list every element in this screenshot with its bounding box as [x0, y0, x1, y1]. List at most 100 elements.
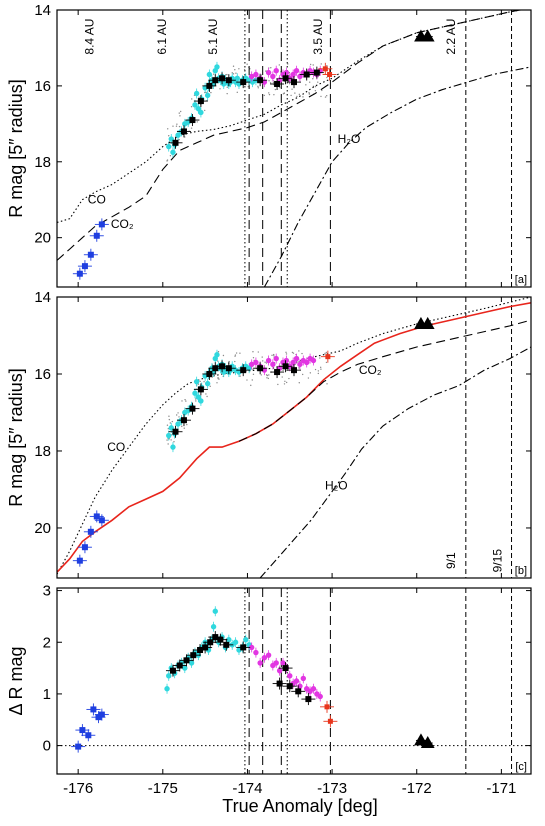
- background-point: [283, 383, 286, 385]
- background-point: [226, 73, 228, 76]
- background-point: [308, 93, 311, 95]
- background-point: [239, 352, 241, 354]
- data-point: [166, 673, 172, 679]
- background-point: [235, 72, 237, 74]
- background-point: [179, 110, 182, 113]
- background-point: [176, 123, 178, 125]
- background-point: [271, 354, 273, 357]
- background-point: [243, 68, 246, 71]
- panel-2: 0 1 2 3 Δ R mag [c]: [6, 583, 532, 775]
- background-point: [272, 81, 275, 84]
- data-point: [265, 357, 272, 364]
- y-tick-label: 16: [34, 366, 51, 383]
- annotation: H₂O: [325, 478, 348, 492]
- y-axis-title: R mag [5″ radius]: [6, 79, 26, 217]
- data-point: [240, 367, 247, 374]
- background-point: [231, 72, 233, 74]
- data-point: [188, 660, 195, 666]
- annotation: 5.1 AU: [206, 19, 220, 55]
- background-point: [190, 127, 193, 129]
- background-point: [257, 351, 260, 353]
- data-point: [76, 557, 83, 564]
- background-point: [181, 425, 183, 428]
- background-point: [298, 93, 301, 96]
- data-point: [276, 680, 283, 687]
- series-black: [168, 360, 301, 438]
- data-point: [283, 69, 290, 76]
- background-point: [217, 377, 219, 380]
- data-point: [300, 675, 307, 682]
- background-point: [232, 65, 235, 67]
- panel-tag: [c]: [515, 761, 527, 773]
- x-axis-title: True Anomaly [deg]: [222, 796, 377, 816]
- data-point: [93, 513, 100, 520]
- data-point: [169, 667, 176, 674]
- data-point: [248, 361, 255, 368]
- background-point: [294, 92, 296, 94]
- panel-tag: [b]: [515, 565, 527, 577]
- plot-frame: [56, 587, 532, 775]
- background-point: [181, 400, 183, 402]
- background-point: [301, 352, 303, 355]
- background-point: [236, 91, 238, 94]
- data-point: [282, 665, 289, 672]
- background-point: [314, 368, 317, 371]
- background-point: [319, 357, 321, 359]
- background-point: [199, 380, 201, 383]
- background-point: [205, 393, 207, 395]
- background-point: [203, 381, 205, 383]
- data-point: [172, 139, 179, 146]
- background-point: [317, 372, 320, 375]
- background-point: [217, 351, 220, 353]
- annotation: CO₂: [359, 363, 382, 377]
- data-point: [322, 66, 328, 72]
- background-point: [321, 89, 323, 92]
- data-point: [192, 102, 198, 108]
- series-blue: [72, 218, 109, 280]
- background-point: [285, 351, 287, 354]
- series-line-red_model: [57, 302, 531, 573]
- data-point: [197, 647, 204, 653]
- data-point: [310, 686, 317, 692]
- background-point: [216, 382, 218, 384]
- plot-frame: [56, 9, 532, 288]
- data-point: [98, 517, 105, 524]
- background-point: [278, 64, 280, 66]
- background-point: [168, 135, 170, 137]
- background-point: [251, 379, 253, 381]
- data-point: [219, 363, 226, 370]
- background-point: [234, 355, 236, 357]
- background-point: [273, 93, 275, 96]
- background-point: [308, 81, 311, 83]
- data-point: [180, 417, 187, 424]
- data-point: [261, 655, 268, 661]
- background-point: [290, 94, 292, 97]
- background-point: [175, 125, 178, 127]
- data-point: [327, 718, 333, 724]
- background-point: [235, 352, 238, 354]
- data-point: [81, 263, 88, 270]
- data-point: [189, 117, 196, 124]
- y-tick-label: 0: [43, 738, 51, 755]
- data-point: [204, 92, 211, 99]
- x-tick-label: -174: [232, 780, 262, 797]
- background-point: [177, 412, 179, 414]
- background-point: [272, 353, 275, 356]
- data-point: [193, 378, 200, 385]
- data-point: [197, 386, 204, 393]
- data-point: [291, 367, 297, 374]
- background-point: [232, 73, 235, 75]
- data-point: [327, 72, 333, 78]
- background-point: [268, 80, 270, 82]
- data-point: [286, 683, 293, 690]
- data-point: [197, 98, 204, 105]
- background-point: [298, 350, 300, 352]
- data-point: [303, 359, 310, 366]
- background-point: [246, 63, 248, 65]
- background-point: [320, 63, 322, 65]
- data-point: [206, 370, 213, 377]
- data-point: [225, 365, 232, 372]
- annotation: CO: [107, 440, 125, 454]
- background-point: [166, 159, 169, 161]
- x-tick-label: -175: [148, 780, 178, 797]
